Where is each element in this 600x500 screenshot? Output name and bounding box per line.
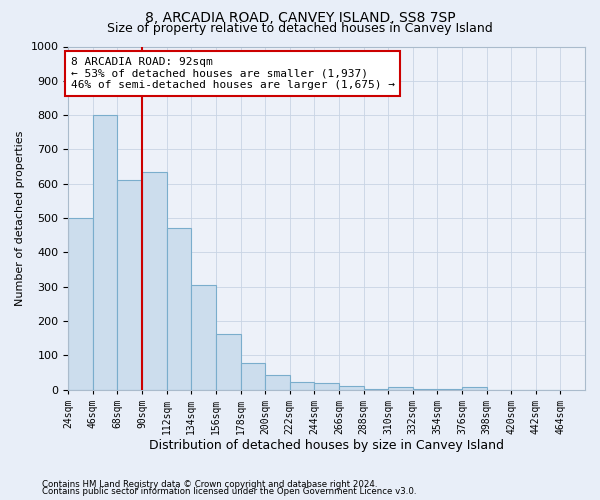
Bar <box>68 218 93 390</box>
Bar <box>265 374 290 390</box>
Text: Contains HM Land Registry data © Crown copyright and database right 2024.: Contains HM Land Registry data © Crown c… <box>42 480 377 489</box>
Bar <box>118 180 142 390</box>
Y-axis label: Number of detached properties: Number of detached properties <box>15 130 25 306</box>
Bar <box>364 389 388 390</box>
Text: 8, ARCADIA ROAD, CANVEY ISLAND, SS8 7SP: 8, ARCADIA ROAD, CANVEY ISLAND, SS8 7SP <box>145 11 455 25</box>
Bar <box>167 228 191 390</box>
Bar <box>314 384 339 390</box>
Bar <box>388 387 413 390</box>
Text: Contains public sector information licensed under the Open Government Licence v3: Contains public sector information licen… <box>42 487 416 496</box>
Bar <box>413 389 437 390</box>
X-axis label: Distribution of detached houses by size in Canvey Island: Distribution of detached houses by size … <box>149 440 504 452</box>
Bar <box>216 334 241 390</box>
Text: Size of property relative to detached houses in Canvey Island: Size of property relative to detached ho… <box>107 22 493 35</box>
Bar <box>241 363 265 390</box>
Bar <box>462 387 487 390</box>
Text: 8 ARCADIA ROAD: 92sqm
← 53% of detached houses are smaller (1,937)
46% of semi-d: 8 ARCADIA ROAD: 92sqm ← 53% of detached … <box>71 57 395 90</box>
Bar <box>191 285 216 390</box>
Bar <box>339 386 364 390</box>
Bar <box>142 172 167 390</box>
Bar <box>290 382 314 390</box>
Bar <box>93 115 118 390</box>
